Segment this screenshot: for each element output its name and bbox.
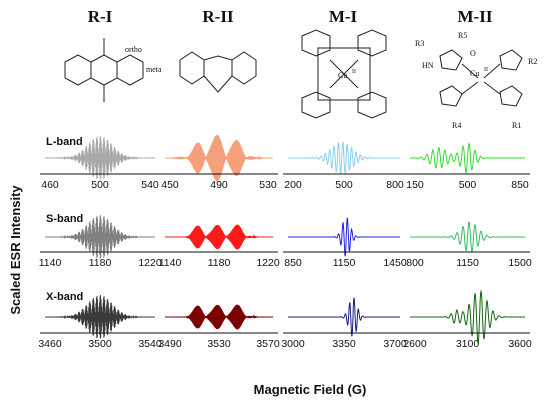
spectrum-r-ii-l-band [165,134,273,182]
band-label-x: X-band [46,291,83,303]
header-r1: R-I [88,7,113,26]
molecule-m2: R3 R5 R2 R4 R1 Cu II HN O [415,31,537,130]
tick-label: 3000 [281,338,305,350]
label-ii-m1: II [352,69,356,75]
molecule-r2 [179,51,257,93]
tick-label: 460 [41,179,59,191]
tick-label: 800 [406,257,424,269]
label-cu-m2: Cu [470,69,479,78]
tick-label: 530 [259,179,277,191]
header-m2: M-II [458,7,493,26]
spectrum-m-ii-l-band [410,142,525,174]
tick-label: 500 [335,179,353,191]
label-r2: R2 [528,57,537,66]
spectrum-r-ii-x-band [165,304,273,330]
tick-label: 1150 [456,257,479,269]
tick-label: 540 [141,179,159,191]
label-hn: HN [422,61,434,70]
molecule-m1: Cu II [301,29,387,119]
tick-label: 3460 [38,338,62,350]
spectrum-r-i-s-band [45,215,155,259]
tick-label: 500 [91,179,109,191]
label-r4: R4 [452,121,461,130]
tick-label: 3490 [158,338,182,350]
spectrum-r-i-l-band [45,136,155,180]
tick-label: 1140 [159,257,182,269]
tick-label: 3350 [332,338,356,350]
spectrum-m-i-l-band [288,141,400,175]
tick-label: 490 [210,179,228,191]
tick-label: 1220 [138,257,162,269]
tick-label: 1140 [39,257,62,269]
spectrum-m-i-s-band [288,217,400,257]
tick-label: 3540 [138,338,162,350]
tick-label: 500 [459,179,477,191]
label-cu-m1: Cu [338,71,347,80]
label-r3: R3 [415,39,424,48]
spectrum-m-ii-x-band [410,289,525,345]
tick-label: 1500 [508,257,532,269]
tick-label: 1450 [383,257,407,269]
tick-label: 1180 [208,257,231,269]
header-m1: M-I [329,7,358,26]
spectrum-m-ii-s-band [410,221,525,253]
molecule-r1: ortho meta [64,38,162,102]
band-label-l: L-band [46,136,83,148]
spectrum-m-i-x-band [288,297,400,337]
y-axis-title: Scaled ESR Intensity [8,185,23,315]
tick-label: 3570 [256,338,280,350]
spectrum-r-ii-s-band [165,224,273,250]
tick-label: 1180 [89,257,112,269]
tick-label: 850 [511,179,529,191]
label-o: O [470,49,476,58]
tick-label: 150 [406,179,424,191]
tick-label: 3700 [383,338,407,350]
tick-label: 3600 [508,338,532,350]
tick-label: 3100 [456,338,480,350]
label-r5: R5 [458,31,467,40]
tick-label: 1150 [333,257,356,269]
tick-label: 800 [386,179,404,191]
tick-label: 450 [161,179,179,191]
tick-label: 3530 [207,338,231,350]
spectrum-r-i-x-band [45,295,155,339]
label-r1: R1 [512,121,521,130]
label-ii-m2: II [484,67,488,73]
label-ortho: ortho [125,45,142,54]
tick-label: 200 [284,179,302,191]
label-meta: meta [146,65,162,74]
tick-label: 3500 [88,338,112,350]
band-label-s: S-band [46,213,83,225]
spectra-panels: 460 500 540 450 490 530 200 500 800 150 500 8501140… [38,134,532,350]
header-r2: R-II [202,7,234,26]
tick-label: 2600 [403,338,427,350]
x-axis-title: Magnetic Field (G) [254,382,367,397]
tick-label: 1220 [256,257,280,269]
tick-label: 850 [284,257,302,269]
